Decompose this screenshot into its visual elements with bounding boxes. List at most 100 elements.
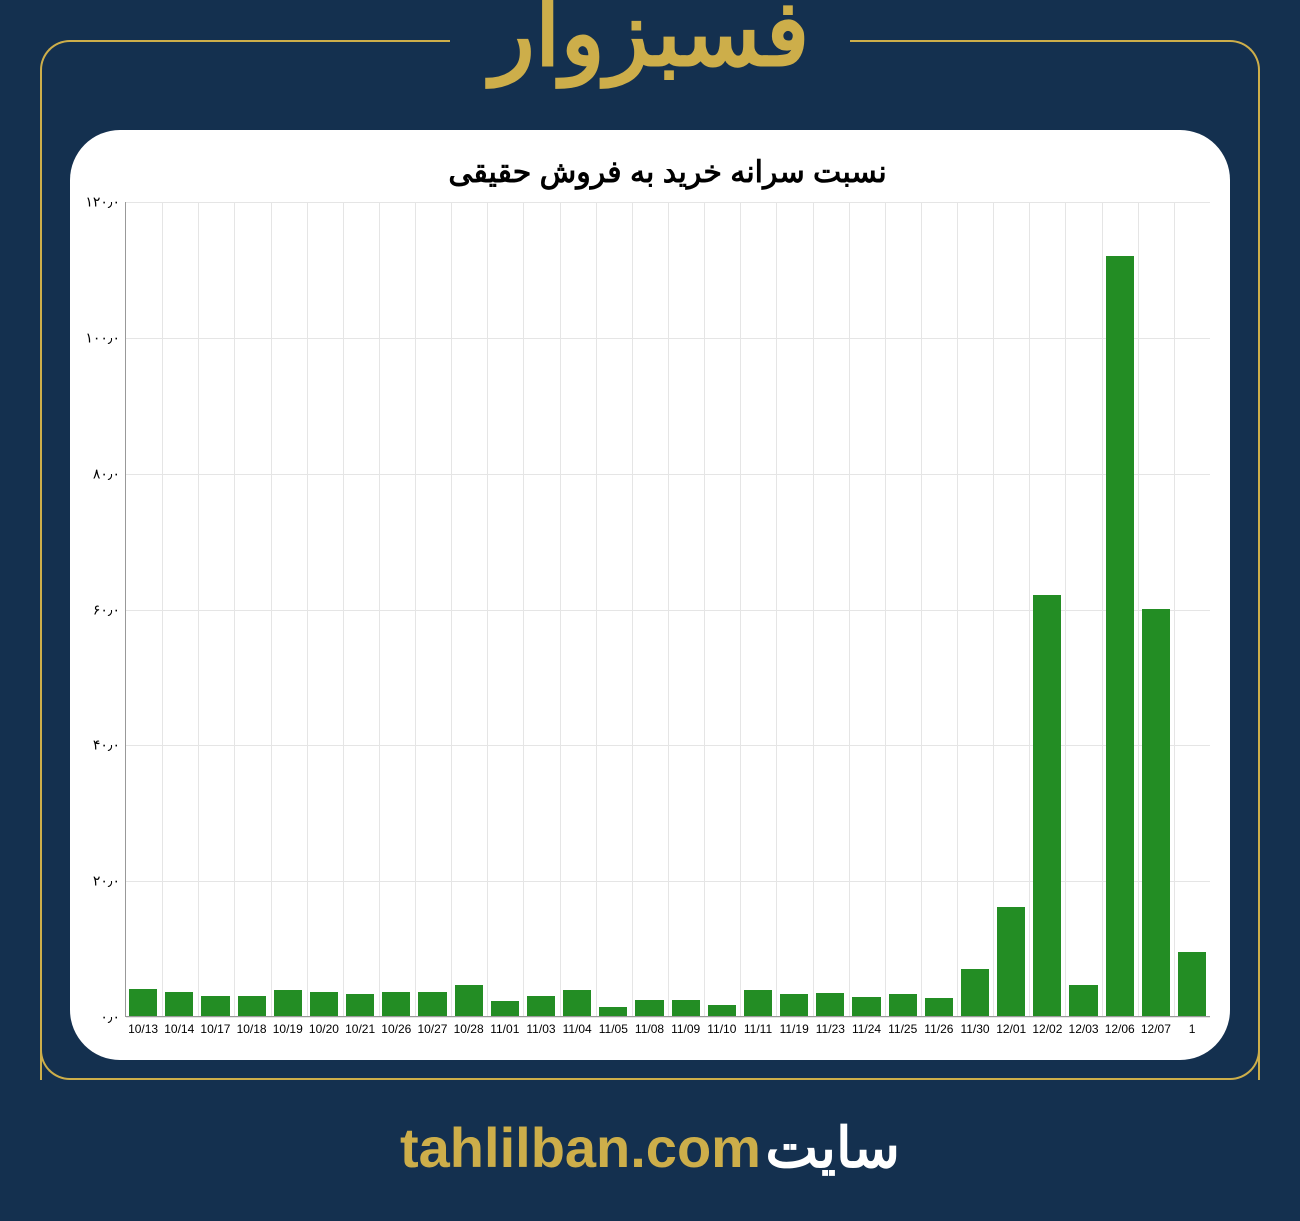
bar-slot: 11/30 (957, 202, 993, 1016)
bar (816, 993, 844, 1016)
xtick-label: 10/27 (417, 1022, 447, 1036)
bar-slot: 11/26 (921, 202, 957, 1016)
bar-slot: 11/03 (523, 202, 559, 1016)
bar (672, 1000, 700, 1016)
bar (310, 992, 338, 1016)
bar (346, 994, 374, 1016)
xtick-label: 12/07 (1141, 1022, 1171, 1036)
xtick-label: 11/26 (924, 1022, 953, 1036)
bar (889, 994, 917, 1016)
bar-slot: 10/26 (378, 202, 414, 1016)
xtick-label: 11/24 (852, 1022, 881, 1036)
bar (527, 996, 555, 1016)
bar (997, 907, 1025, 1016)
xtick-label: 12/01 (996, 1022, 1026, 1036)
frame-corner-tr (1230, 40, 1260, 70)
xtick-label: 11/10 (707, 1022, 736, 1036)
bar-slot: 10/14 (161, 202, 197, 1016)
bar-slot: 12/07 (1138, 202, 1174, 1016)
xtick-label: 10/21 (345, 1022, 375, 1036)
bar-slot: 11/11 (740, 202, 776, 1016)
bar (1033, 595, 1061, 1016)
xtick-label: 10/19 (273, 1022, 303, 1036)
footer-label: سایت (765, 1116, 900, 1179)
bar (961, 969, 989, 1016)
chart-title: نسبت سرانه خرید به فروش حقیقی (125, 155, 1210, 190)
bar-slot: 12/06 (1102, 202, 1138, 1016)
bar (563, 990, 591, 1016)
bar (599, 1007, 627, 1016)
bar (744, 990, 772, 1016)
bar (274, 990, 302, 1016)
bar-slot: 1 (1174, 202, 1210, 1016)
bar-slot: 11/01 (487, 202, 523, 1016)
bar-slot: 12/01 (993, 202, 1029, 1016)
bar (382, 992, 410, 1016)
bar-slot: 11/10 (704, 202, 740, 1016)
bar (925, 998, 953, 1016)
xtick-label: 12/06 (1105, 1022, 1135, 1036)
frame-right (1258, 70, 1260, 1080)
plot-area: ۰٫۰۲۰٫۰۴۰٫۰۶۰٫۰۸۰٫۰۱۰۰٫۰۱۲۰٫۰ 10/1310/14… (125, 202, 1210, 1042)
bar-slot: 11/23 (812, 202, 848, 1016)
xtick-label: 11/09 (671, 1022, 700, 1036)
bar-slot: 10/19 (270, 202, 306, 1016)
xtick-label: 10/20 (309, 1022, 339, 1036)
frame-left (40, 70, 42, 1080)
bar-slot: 11/25 (885, 202, 921, 1016)
frame-bottom (70, 1078, 1230, 1080)
bar (491, 1001, 519, 1016)
bar (418, 992, 446, 1016)
bar (1106, 256, 1134, 1016)
xtick-label: 11/01 (490, 1022, 519, 1036)
bar (165, 992, 193, 1016)
bar-slot: 10/20 (306, 202, 342, 1016)
bars-container: 10/1310/1410/1710/1810/1910/2010/2110/26… (125, 202, 1210, 1017)
xtick-label: 11/03 (526, 1022, 555, 1036)
xtick-label: 11/30 (960, 1022, 989, 1036)
xtick-label: 10/13 (128, 1022, 158, 1036)
frame-top-right (850, 40, 1230, 42)
bar-slot: 12/02 (1029, 202, 1065, 1016)
bar-slot: 10/17 (197, 202, 233, 1016)
bar (708, 1005, 736, 1016)
bar-slot: 12/03 (1065, 202, 1101, 1016)
bar-slot: 11/08 (631, 202, 667, 1016)
xtick-label: 10/26 (381, 1022, 411, 1036)
xtick-label: 10/14 (164, 1022, 194, 1036)
bar-slot: 10/13 (125, 202, 161, 1016)
bar (238, 996, 266, 1016)
ytick-label: ۴۰٫۰ (93, 737, 120, 754)
bar (1178, 952, 1206, 1016)
bar (635, 1000, 663, 1016)
xtick-label: 12/03 (1069, 1022, 1099, 1036)
xtick-label: 11/04 (563, 1022, 592, 1036)
frame-corner-bl (40, 1050, 70, 1080)
bar (1069, 985, 1097, 1016)
xtick-label: 11/11 (744, 1022, 772, 1036)
bar (201, 996, 229, 1016)
bar (1142, 609, 1170, 1016)
ytick-label: ۶۰٫۰ (93, 601, 120, 618)
chart-card: نسبت سرانه خرید به فروش حقیقی ۰٫۰۲۰٫۰۴۰٫… (70, 130, 1230, 1060)
xtick-label: 10/28 (454, 1022, 484, 1036)
xtick-label: 11/23 (816, 1022, 845, 1036)
gridline-h (126, 1017, 1210, 1018)
bar-slot: 10/28 (451, 202, 487, 1016)
xtick-label: 10/17 (200, 1022, 230, 1036)
ytick-label: ۸۰٫۰ (93, 465, 120, 482)
xtick-label: 11/08 (635, 1022, 664, 1036)
bar-slot: 11/04 (559, 202, 595, 1016)
xtick-label: 11/19 (780, 1022, 809, 1036)
ytick-label: ۱۰۰٫۰ (85, 329, 120, 346)
bar-slot: 10/27 (414, 202, 450, 1016)
bar-slot: 11/05 (595, 202, 631, 1016)
xtick-label: 12/02 (1032, 1022, 1062, 1036)
page-title: فسبزوار (471, 0, 830, 87)
xtick-label: 10/18 (237, 1022, 267, 1036)
footer-url: tahlilban.com (400, 1115, 761, 1180)
frame-corner-tl (40, 40, 70, 70)
bar (852, 997, 880, 1016)
bar-slot: 10/18 (234, 202, 270, 1016)
bar (780, 994, 808, 1016)
